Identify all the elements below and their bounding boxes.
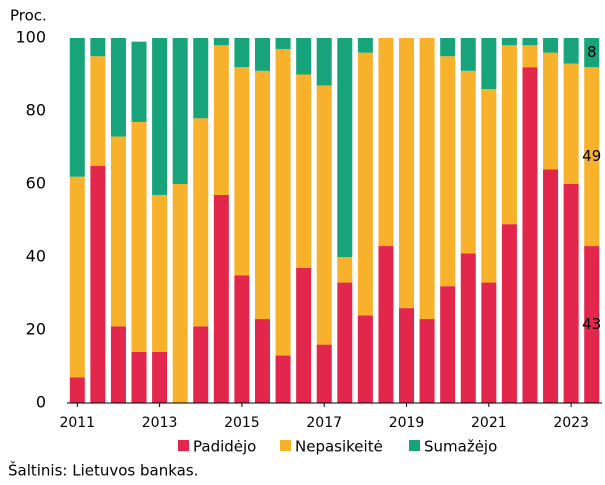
bar-segment xyxy=(481,38,497,90)
data-label: 43 xyxy=(582,315,601,333)
bar-segment xyxy=(399,38,415,309)
bar-segment xyxy=(254,70,270,320)
legend-label: Nepasikeitė xyxy=(295,438,383,456)
x-tick-label: 2021 xyxy=(471,415,507,431)
bar-segment xyxy=(296,74,312,268)
bar-segment xyxy=(522,67,538,403)
bar-segment xyxy=(110,136,126,327)
bar-segment xyxy=(481,282,497,403)
bar-segment xyxy=(419,319,435,403)
source: Šaltinis: Lietuvos bankas. xyxy=(8,461,198,480)
x-tick-label: 2019 xyxy=(389,415,425,431)
y-tick-label: 60 xyxy=(26,174,46,193)
bar-segment xyxy=(481,89,497,283)
bar-segment xyxy=(172,184,188,403)
y-tick-label: 40 xyxy=(26,247,46,266)
bar-segment xyxy=(460,253,476,403)
bar-segment xyxy=(543,38,559,53)
bar-segment xyxy=(337,282,353,403)
bar-segment xyxy=(110,38,126,137)
bar-segment xyxy=(275,48,291,356)
bar-segment xyxy=(131,351,147,403)
y-tick-label: 20 xyxy=(26,320,46,339)
bar-segment xyxy=(357,52,373,316)
x-tick-label: 2017 xyxy=(306,415,342,431)
bar-segment xyxy=(316,38,332,86)
y-axis-label: Proc. xyxy=(10,7,47,25)
bar-segment xyxy=(172,38,188,184)
data-label: 49 xyxy=(582,147,601,165)
bar-segment xyxy=(254,319,270,403)
bar-segment xyxy=(563,63,579,184)
bar-segment xyxy=(501,45,517,225)
bar-segment xyxy=(131,121,147,352)
bar-segment xyxy=(316,344,332,403)
y-tick-label: 0 xyxy=(36,393,46,412)
bar-segment xyxy=(440,38,456,57)
bar-segment xyxy=(296,267,312,403)
bar-segment xyxy=(378,246,394,403)
bar-segment xyxy=(90,38,106,57)
bar-segment xyxy=(584,38,600,68)
bar-segment xyxy=(460,70,476,254)
bar-segment xyxy=(501,224,517,403)
bar-segment xyxy=(357,315,373,403)
bar-segment xyxy=(378,38,394,247)
bar-segment xyxy=(419,38,435,320)
bar-segment xyxy=(337,257,353,283)
bar-segment xyxy=(584,67,600,247)
y-tick-label: 80 xyxy=(26,101,46,120)
x-tick-label: 2013 xyxy=(142,415,178,431)
bar-segment xyxy=(234,275,250,403)
bar-segment xyxy=(357,38,373,53)
bar-segment xyxy=(213,194,229,403)
bar-segment xyxy=(152,38,168,195)
bar-segment xyxy=(563,38,579,64)
bar-segment xyxy=(584,246,600,403)
bar-segment xyxy=(213,38,229,46)
bar-segment xyxy=(193,118,209,327)
bar-segment xyxy=(90,165,106,403)
x-tick-label: 2023 xyxy=(553,415,589,431)
bar-segment xyxy=(337,38,353,257)
bar-segment xyxy=(193,38,209,119)
bar-segment xyxy=(440,286,456,403)
bar-segment xyxy=(275,38,291,49)
bar-segment xyxy=(90,56,106,166)
legend-label: Sumažėjo xyxy=(424,438,497,456)
data-label: 8 xyxy=(587,43,597,61)
bar-segment xyxy=(501,38,517,46)
bar-segment xyxy=(234,38,250,68)
x-tick-label: 2011 xyxy=(59,415,95,431)
bar-segment xyxy=(543,52,559,170)
bar-segment xyxy=(296,38,312,75)
bar-segment xyxy=(563,184,579,403)
bar-segment xyxy=(254,38,270,71)
bar-segment xyxy=(234,67,250,276)
bar-segment xyxy=(522,38,538,46)
bar-segment xyxy=(543,169,559,403)
legend-label: Padidėjo xyxy=(193,438,256,456)
bar-segment xyxy=(213,45,229,195)
bar-segment xyxy=(399,308,415,403)
bar-segment xyxy=(152,194,168,352)
y-tick-label: 100 xyxy=(15,28,46,47)
bar-segment xyxy=(131,41,147,122)
bar-segment xyxy=(316,85,332,345)
bar-segment xyxy=(460,38,476,71)
bar-segment xyxy=(69,38,85,177)
legend-swatch xyxy=(178,440,189,451)
bar-segment xyxy=(522,45,538,68)
legend-swatch xyxy=(409,440,420,451)
legend-swatch xyxy=(280,440,291,451)
bar-segment xyxy=(440,56,456,287)
bar-segment xyxy=(69,377,85,403)
bar-segment xyxy=(275,355,291,403)
bar-segment xyxy=(110,326,126,403)
bar-segment xyxy=(193,326,209,403)
bar-segment xyxy=(152,351,168,403)
x-tick-label: 2015 xyxy=(224,415,260,431)
bar-segment xyxy=(69,176,85,378)
